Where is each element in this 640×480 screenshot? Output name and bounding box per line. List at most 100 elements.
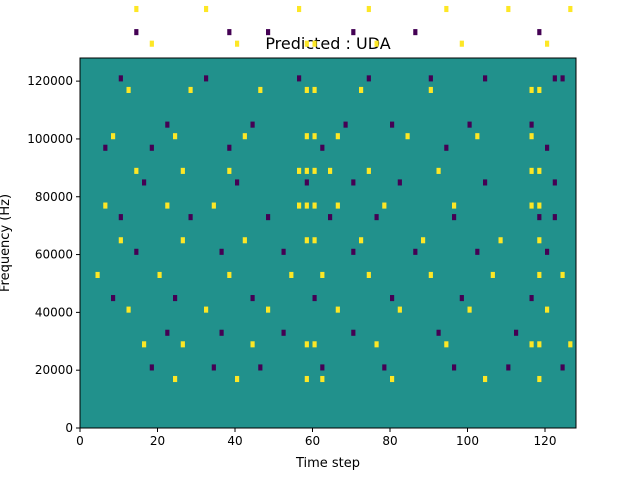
- heatmap-cell-high: [436, 167, 441, 174]
- heatmap-cell-low: [483, 179, 488, 186]
- heatmap-cell-high: [537, 202, 542, 209]
- heatmap-cell-high: [568, 341, 573, 348]
- heatmap-cell-high: [382, 202, 387, 209]
- heatmap-cell-high: [297, 5, 302, 13]
- heatmap-cell-low: [219, 248, 224, 255]
- y-tick-label: 80000: [35, 190, 73, 204]
- heatmap-cell-high: [335, 202, 340, 209]
- heatmap-cell-low: [537, 214, 542, 221]
- heatmap-cell-high: [188, 86, 193, 93]
- heatmap-cell-low: [266, 214, 271, 221]
- heatmap-cell-low: [227, 29, 232, 36]
- heatmap-cell-high: [180, 341, 185, 348]
- heatmap-cell-low: [297, 75, 302, 82]
- x-tick-label: 0: [76, 434, 84, 448]
- heatmap-cell-high: [95, 271, 100, 278]
- x-tick-label: 20: [150, 434, 165, 448]
- heatmap-cell-high: [304, 133, 309, 140]
- y-tick-label: 40000: [35, 305, 73, 319]
- heatmap-cell-low: [165, 329, 170, 336]
- plot-frame: [79, 57, 577, 429]
- heatmap-cell-low: [111, 295, 116, 302]
- heatmap-cell-high: [320, 271, 325, 278]
- heatmap-cell-high: [103, 202, 108, 209]
- heatmap-cell-high: [328, 167, 333, 174]
- heatmap-cell-high: [180, 237, 185, 244]
- heatmap-cell-high: [242, 133, 247, 140]
- heatmap-cell-high: [235, 40, 240, 47]
- heatmap-cell-high: [529, 167, 534, 174]
- heatmap-cell-high: [126, 306, 131, 313]
- heatmap-cell-high: [204, 306, 209, 313]
- heatmap-cell-high: [537, 167, 542, 174]
- heatmap-cell-high: [304, 167, 309, 174]
- heatmap-cell-high: [297, 202, 302, 209]
- heatmap-cell-low: [149, 364, 154, 371]
- heatmap-cell-low: [506, 364, 511, 371]
- heatmap-cell-low: [475, 248, 480, 255]
- heatmap-cell-high: [297, 167, 302, 174]
- heatmap-cell-high: [235, 375, 240, 383]
- x-tick-label: 60: [305, 434, 320, 448]
- x-axis-label: Time step: [295, 456, 360, 471]
- chart-title: Predicted : UDA: [265, 34, 390, 53]
- heatmap-cell-high: [266, 306, 271, 313]
- heatmap-cell-high: [529, 202, 534, 209]
- heatmap-cell-high: [444, 5, 449, 13]
- x-tick-label: 80: [382, 434, 397, 448]
- heatmap-cell-high: [320, 375, 325, 383]
- heatmap-cell-high: [359, 237, 364, 244]
- heatmap-cell-high: [483, 375, 488, 383]
- heatmap-cell-low: [552, 214, 557, 221]
- heatmap-cell-low: [413, 248, 418, 255]
- x-tick-label: 40: [227, 434, 242, 448]
- heatmap-cell-high: [289, 271, 294, 278]
- heatmap-background: [80, 58, 576, 428]
- heatmap-cell-high: [374, 341, 379, 348]
- heatmap-cell-high: [173, 375, 178, 383]
- heatmap-cell-low: [258, 364, 263, 371]
- heatmap-cell-high: [157, 271, 162, 278]
- heatmap-cell-low: [529, 295, 534, 302]
- heatmap-cell-low: [560, 364, 565, 371]
- heatmap-cell-low: [390, 295, 395, 302]
- heatmap-cell-low: [250, 121, 255, 128]
- heatmap-cell-high: [444, 341, 449, 348]
- heatmap-cell-high: [537, 375, 542, 383]
- heatmap-cell-high: [397, 306, 402, 313]
- heatmap-cell-high: [304, 86, 309, 93]
- heatmap-cell-high: [428, 86, 433, 93]
- heatmap-cell-high: [537, 237, 542, 244]
- heatmap-cell-high: [537, 271, 542, 278]
- heatmap-cell-high: [421, 237, 426, 244]
- heatmap-cell-high: [312, 341, 317, 348]
- heatmap-cell-high: [165, 202, 170, 209]
- heatmap-cell-low: [134, 248, 139, 255]
- heatmap-cell-high: [142, 341, 147, 348]
- heatmap-cell-low: [413, 29, 418, 36]
- heatmap-cell-low: [351, 329, 356, 336]
- heatmap-cell-low: [545, 144, 550, 151]
- heatmap-cell-high: [180, 167, 185, 174]
- heatmap-cell-low: [328, 214, 333, 221]
- heatmap-cell-high: [304, 375, 309, 383]
- heatmap-cell-low: [142, 179, 147, 186]
- y-axis: 0 20000 40000 60000 80000 100000 120000: [27, 74, 80, 435]
- heatmap-cell-high: [545, 40, 550, 47]
- y-tick-label: 120000: [27, 74, 73, 88]
- heatmap-cell-high: [529, 133, 534, 140]
- heatmap-cell-high: [312, 167, 317, 174]
- heatmap-cell-low: [444, 144, 449, 151]
- heatmap-cell-high: [390, 375, 395, 383]
- heatmap-cell-high: [568, 5, 573, 13]
- heatmap-cell-high: [204, 5, 209, 13]
- heatmap-cell-low: [397, 179, 402, 186]
- heatmap-cell-high: [335, 306, 340, 313]
- heatmap-cell-low: [165, 121, 170, 128]
- heatmap-cell-low: [173, 295, 178, 302]
- heatmap-cell-low: [467, 121, 472, 128]
- heatmap-cell-high: [312, 202, 317, 209]
- heatmap-cell-high: [312, 40, 317, 47]
- y-tick-label: 60000: [35, 248, 73, 262]
- heatmap-cell-high: [537, 341, 542, 348]
